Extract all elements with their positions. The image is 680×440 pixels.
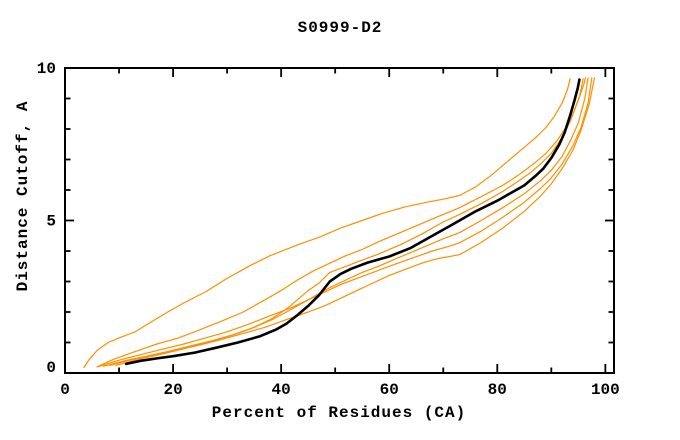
orange-curve-6 <box>115 77 596 366</box>
y-tick-label: 10 <box>37 60 56 78</box>
black-reference-curve <box>124 78 581 366</box>
y-axis-label: Distance Cutoff, A <box>14 101 32 292</box>
orange-curve-1 <box>83 78 571 369</box>
axis-ticks <box>64 67 614 374</box>
orange-curve-3 <box>109 77 587 366</box>
orange-curve-5 <box>96 77 593 368</box>
x-tick-label: 0 <box>60 381 70 399</box>
x-tick-label: 100 <box>591 381 620 399</box>
orange-curve-4 <box>102 77 589 367</box>
y-tick-label: 0 <box>46 359 56 377</box>
chart-title: S0999-D2 <box>298 19 383 37</box>
curve-series <box>83 77 596 369</box>
x-tick-label: 80 <box>488 381 507 399</box>
x-tick-label: 40 <box>272 381 291 399</box>
x-tick-label: 60 <box>380 381 399 399</box>
orange-curve-2 <box>96 78 584 368</box>
plot-frame <box>64 67 615 374</box>
x-tick-label: 20 <box>163 381 182 399</box>
y-tick-label: 5 <box>46 213 56 231</box>
frame-rect <box>64 67 615 374</box>
axis-tick-labels: 0 20 40 60 80 100 0 5 10 <box>37 60 620 399</box>
x-axis-label: Percent of Residues (CA) <box>212 404 466 422</box>
